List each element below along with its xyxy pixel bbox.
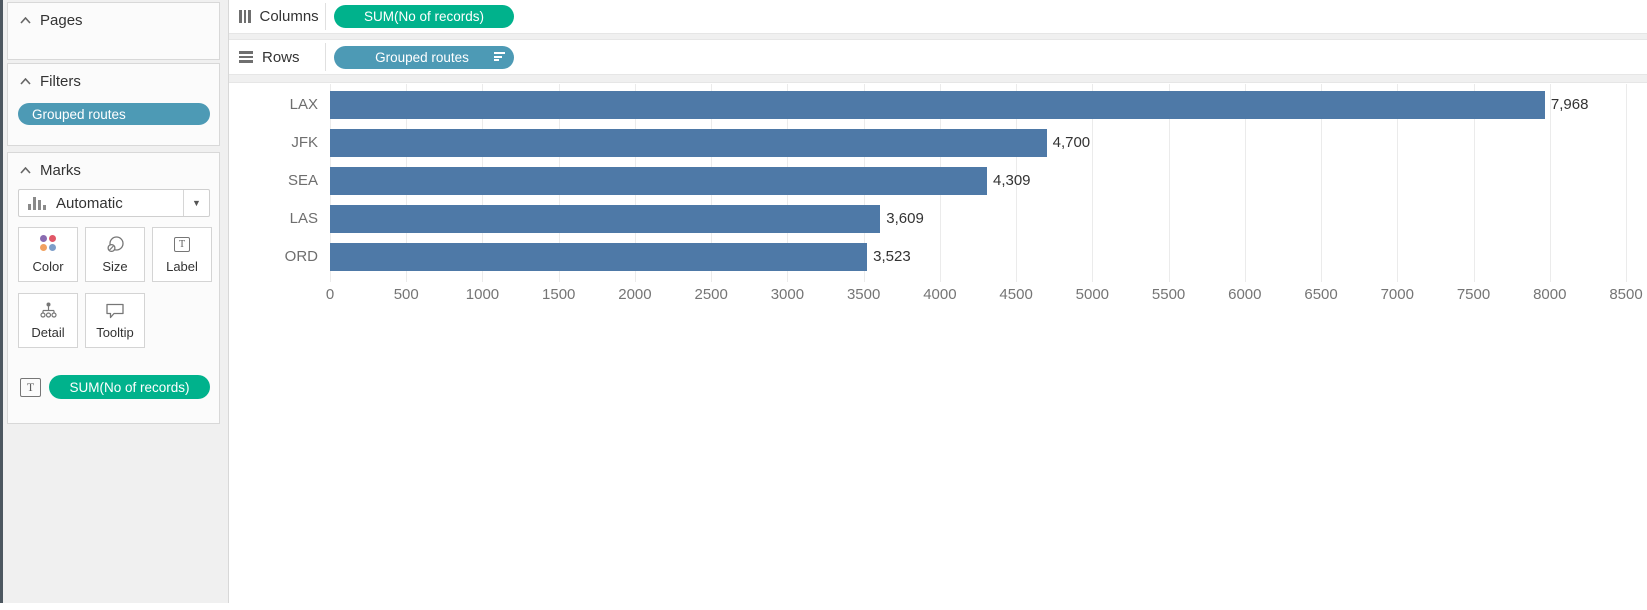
axis-tick-label: 8000 bbox=[1533, 286, 1567, 303]
color-icon bbox=[40, 235, 56, 254]
shelf-divider bbox=[229, 33, 1647, 40]
row-header[interactable]: SEA bbox=[287, 172, 318, 189]
axis-tick-label: 3000 bbox=[770, 286, 805, 303]
tooltip-button-label: Tooltip bbox=[96, 325, 134, 340]
color-button[interactable]: Color bbox=[18, 227, 78, 282]
bar[interactable] bbox=[330, 205, 881, 233]
row-header[interactable]: JFK bbox=[291, 134, 318, 151]
collapse-chevron-icon[interactable] bbox=[20, 167, 31, 174]
bar[interactable] bbox=[330, 129, 1047, 157]
label-button[interactable]: T Label bbox=[152, 227, 212, 282]
axis-tick-label: 2500 bbox=[694, 286, 728, 303]
window-edge-strip bbox=[0, 0, 3, 603]
size-button-label: Size bbox=[102, 259, 128, 274]
rows-shelf[interactable]: Rows Grouped routes bbox=[229, 40, 1647, 74]
size-button[interactable]: Size bbox=[85, 227, 145, 282]
rows-pill-grouped-routes[interactable]: Grouped routes bbox=[334, 46, 514, 69]
marks-card: Marks Automatic ▼ Color Size bbox=[7, 152, 220, 424]
color-button-label: Color bbox=[32, 259, 64, 274]
shelf-divider bbox=[229, 74, 1647, 83]
gridline bbox=[1397, 84, 1399, 282]
rows-pill-label: Grouped routes bbox=[375, 50, 469, 65]
marks-card-title: Marks bbox=[40, 162, 81, 179]
sort-descending-icon[interactable] bbox=[494, 52, 505, 61]
encoding-pill-sum-no-of-records[interactable]: SUM(No of records) bbox=[49, 375, 210, 399]
mark-type-dropdown[interactable]: Automatic ▼ bbox=[18, 189, 210, 217]
columns-shelf[interactable]: Columns SUM(No of records) bbox=[229, 0, 1647, 33]
axis-tick-label: 4500 bbox=[999, 286, 1033, 303]
axis-tick-label: 4000 bbox=[923, 286, 957, 303]
mark-type-value: Automatic bbox=[56, 194, 123, 212]
axis-tick-label: 6500 bbox=[1304, 286, 1338, 303]
columns-pill-sum-no-of-records[interactable]: SUM(No of records) bbox=[334, 5, 514, 28]
detail-button[interactable]: Detail bbox=[18, 293, 78, 348]
text-encoding-icon[interactable]: T bbox=[20, 377, 41, 397]
detail-icon bbox=[39, 301, 58, 320]
gridline bbox=[1549, 84, 1551, 282]
axis-tick-label: 6000 bbox=[1228, 286, 1262, 303]
axis-tick-label: 3500 bbox=[846, 286, 881, 303]
filter-pill-grouped-routes[interactable]: Grouped routes bbox=[18, 103, 210, 125]
axis-tick-label: 1000 bbox=[465, 286, 500, 303]
pages-shelf-card[interactable]: Pages bbox=[7, 2, 220, 60]
axis-tick-label: 1500 bbox=[542, 286, 576, 303]
rows-icon bbox=[239, 51, 253, 63]
gridline bbox=[1092, 84, 1094, 282]
collapse-chevron-icon[interactable] bbox=[20, 78, 31, 85]
shelf-separator bbox=[325, 43, 326, 71]
bar[interactable] bbox=[330, 167, 987, 195]
data-pane-sidebar: Pages Filters Grouped routes Marks Autom… bbox=[3, 0, 229, 603]
row-header[interactable]: LAX bbox=[289, 96, 318, 113]
gridline bbox=[1626, 84, 1627, 282]
axis-tick-label: 500 bbox=[393, 286, 419, 303]
tooltip-button[interactable]: Tooltip bbox=[85, 293, 145, 348]
bar-value-label: 3,523 bbox=[873, 248, 911, 265]
gridline bbox=[1473, 84, 1475, 282]
axis-tick-label: 8500 bbox=[1609, 286, 1643, 303]
bar-value-label: 3,609 bbox=[886, 210, 924, 227]
rows-shelf-label: Rows bbox=[262, 48, 300, 66]
bar[interactable] bbox=[330, 91, 1545, 119]
dropdown-arrow-icon[interactable]: ▼ bbox=[183, 190, 209, 216]
axis-tick-label: 0 bbox=[325, 286, 335, 303]
bar-chart-icon bbox=[28, 196, 46, 210]
bar[interactable] bbox=[330, 243, 868, 271]
row-header[interactable]: LAS bbox=[289, 210, 318, 227]
filters-shelf-title: Filters bbox=[40, 73, 81, 90]
axis-tick-label: 5000 bbox=[1075, 286, 1110, 303]
axis-tick-label: 7000 bbox=[1380, 286, 1414, 303]
size-icon bbox=[106, 235, 125, 254]
gridline bbox=[1321, 84, 1323, 282]
axis-tick-label: 2000 bbox=[618, 286, 652, 303]
text-label-icon: T bbox=[174, 235, 190, 254]
gridline bbox=[1244, 84, 1246, 282]
tooltip-icon bbox=[105, 301, 125, 320]
axis-tick-label: 7500 bbox=[1456, 286, 1491, 303]
bar-value-label: 4,309 bbox=[992, 172, 1031, 189]
filters-shelf-card[interactable]: Filters Grouped routes bbox=[7, 63, 220, 146]
chart-pane[interactable]: 0 500 1000 1500 2000 2500 3000 3500 4000 4500 5000… bbox=[229, 83, 1647, 610]
label-button-label: Label bbox=[166, 259, 198, 274]
collapse-chevron-icon[interactable] bbox=[20, 17, 31, 24]
columns-icon bbox=[239, 10, 251, 23]
pages-shelf-title: Pages bbox=[40, 12, 83, 29]
row-header[interactable]: ORD bbox=[284, 248, 318, 265]
bar-value-label: 7,968 bbox=[1550, 96, 1589, 113]
shelf-separator bbox=[325, 3, 326, 30]
gridline bbox=[1168, 84, 1170, 282]
gridline bbox=[1016, 84, 1018, 282]
bar-value-label: 4,700 bbox=[1052, 134, 1091, 151]
axis-tick-label: 5500 bbox=[1151, 286, 1186, 303]
columns-shelf-label: Columns bbox=[259, 8, 319, 25]
detail-button-label: Detail bbox=[31, 325, 65, 340]
worksheet-main: Columns SUM(No of records) Rows Grouped … bbox=[229, 0, 1647, 610]
